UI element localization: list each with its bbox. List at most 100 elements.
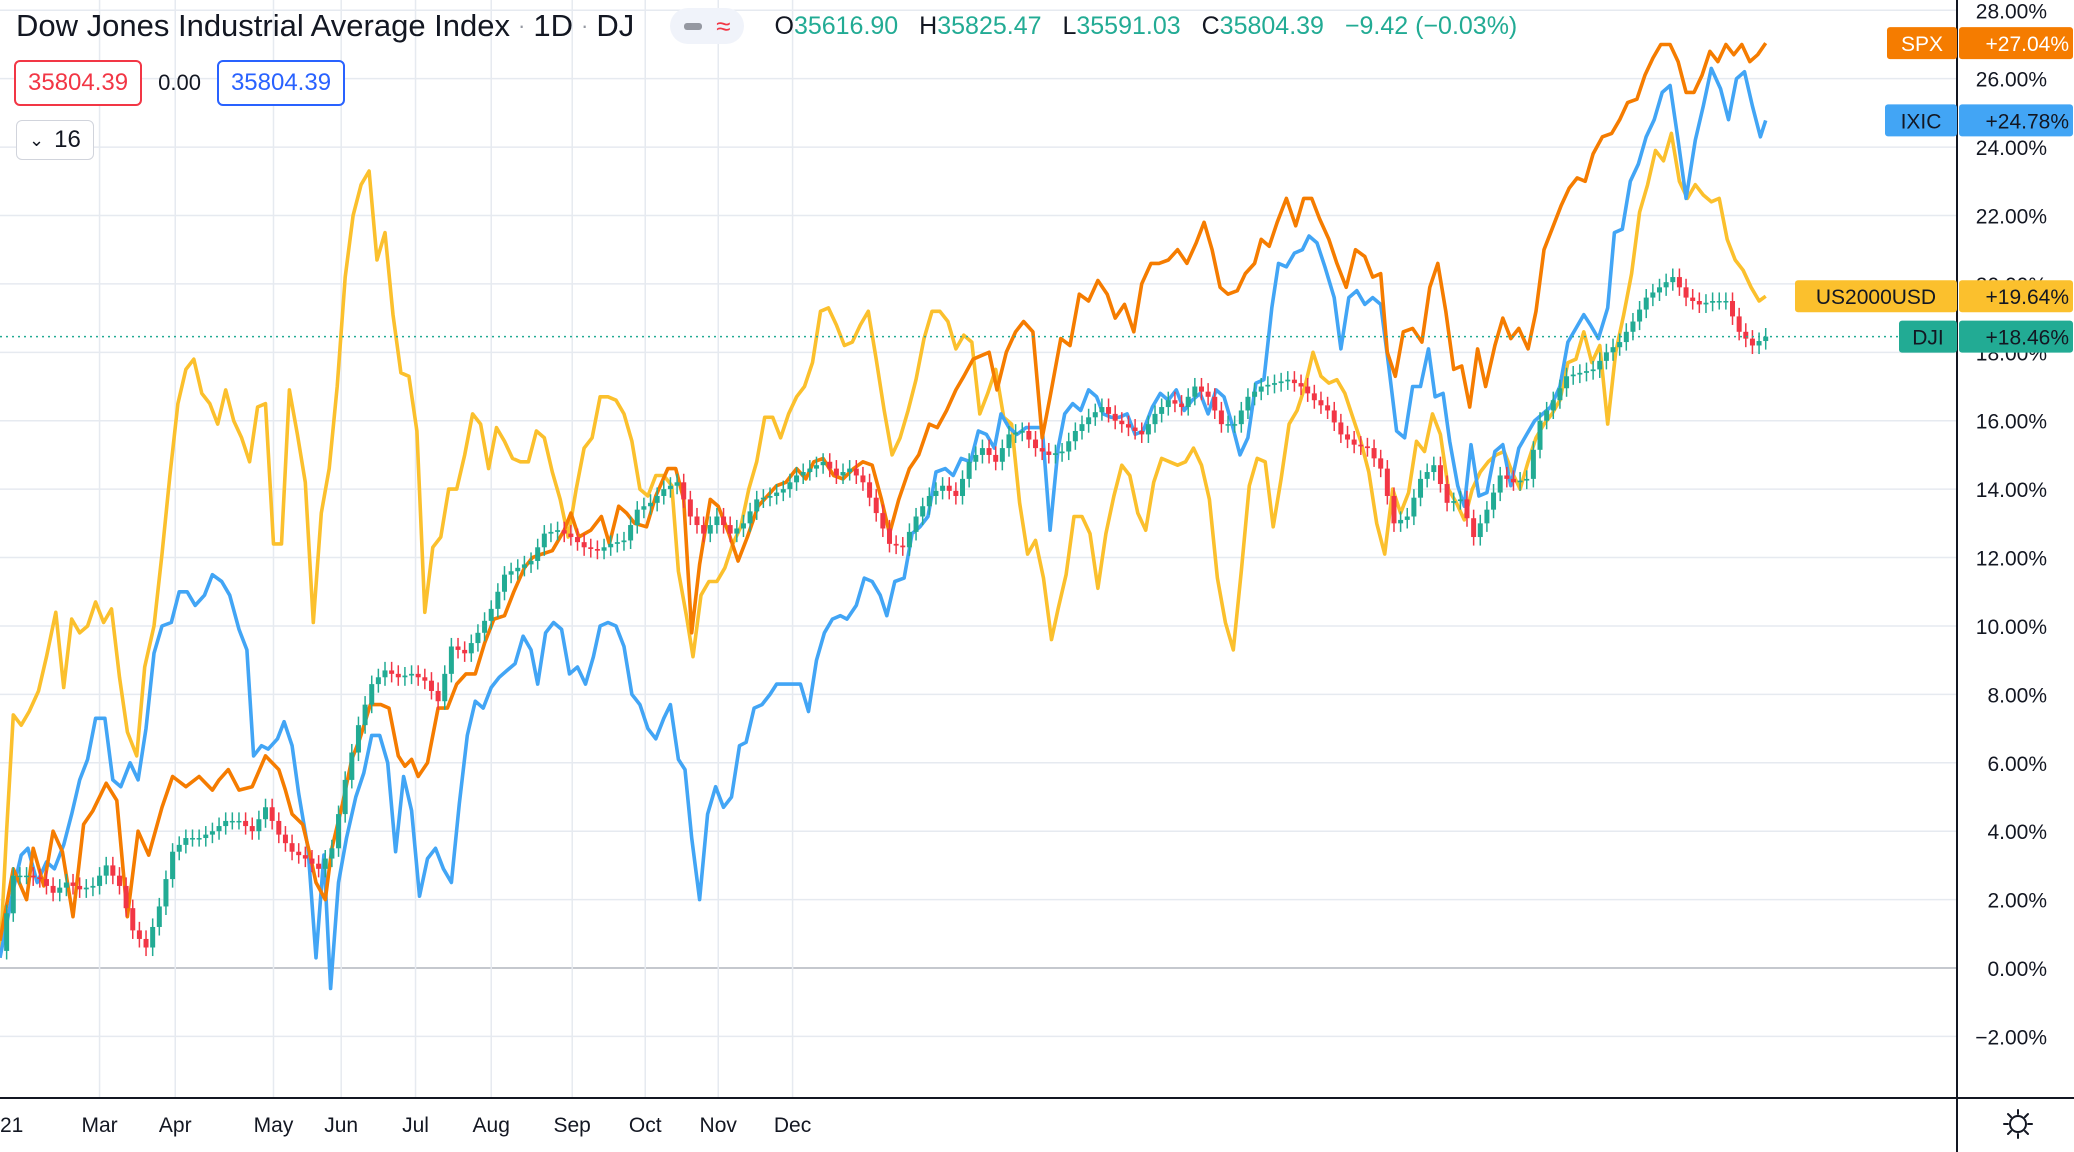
candle-body xyxy=(1079,424,1085,431)
candle-body xyxy=(1198,386,1204,392)
candle-body xyxy=(575,537,581,543)
series-name-tag xyxy=(1899,320,1957,353)
buy-price-box[interactable]: 35804.39 xyxy=(216,60,346,106)
candle-body xyxy=(302,855,308,859)
candle-body xyxy=(800,472,806,476)
candle-body xyxy=(1046,451,1052,455)
candle-body xyxy=(568,533,574,538)
candle-body xyxy=(1185,396,1191,408)
ohlc-values: O35616.90 H35825.47 L35591.03 C35804.39 … xyxy=(774,12,1531,41)
candle-body xyxy=(813,465,819,469)
spread-value: 0.00 xyxy=(158,70,201,95)
series-value-text: +24.78% xyxy=(1986,110,2070,133)
candle-body xyxy=(1145,424,1151,435)
series-price-label-spx[interactable]: SPX +27.04% xyxy=(1887,27,2073,60)
series-value-tag xyxy=(1959,280,2073,313)
x-tick-label: Sep xyxy=(554,1114,591,1137)
candle-body xyxy=(740,523,746,529)
candle-body xyxy=(475,632,481,644)
series-price-label-us2000usd[interactable]: US2000USD +19.64% xyxy=(1795,280,2073,313)
series-price-label-ixic[interactable]: IXIC +24.78% xyxy=(1885,104,2073,137)
separator: · xyxy=(518,13,526,38)
candle-body xyxy=(17,875,23,878)
series-value-tag xyxy=(1959,27,2073,60)
candle-body xyxy=(946,485,952,491)
x-tick-label: Oct xyxy=(629,1114,662,1137)
candle-body xyxy=(1524,478,1530,481)
candle-body xyxy=(1298,383,1304,387)
candle-body xyxy=(548,531,554,534)
candle-body xyxy=(170,851,176,880)
separator: · xyxy=(580,13,589,38)
candle-body xyxy=(1723,301,1729,303)
candle-body xyxy=(1530,449,1536,479)
series-style-pill[interactable]: ≈ xyxy=(670,8,745,44)
candle-body xyxy=(415,673,421,678)
candle-body xyxy=(780,489,786,493)
x-tick-label: May xyxy=(254,1114,294,1137)
candle-body xyxy=(674,482,680,486)
candle-body xyxy=(1072,430,1078,442)
candle-body xyxy=(1464,499,1470,519)
series-price-label-dji[interactable]: DJI +18.46% xyxy=(1899,320,2073,353)
candle-body xyxy=(1311,393,1317,401)
candle-body xyxy=(880,513,886,529)
candle-body xyxy=(1749,338,1755,346)
candle-body xyxy=(382,670,388,678)
candle-body xyxy=(1205,391,1211,397)
settings-gear-icon[interactable] xyxy=(2002,1108,2034,1140)
candle-body xyxy=(1617,342,1623,348)
candle-body xyxy=(116,875,122,886)
candle-body xyxy=(223,820,229,827)
candle-body xyxy=(794,475,800,483)
candle-body xyxy=(1763,336,1769,342)
candle-body xyxy=(316,863,322,869)
x-tick-label: Jun xyxy=(324,1114,358,1137)
interval-label[interactable]: 1D xyxy=(533,8,573,43)
candle-body xyxy=(1265,384,1271,387)
candle-body xyxy=(1517,480,1523,483)
candle-body xyxy=(1086,417,1092,425)
candle-body xyxy=(1444,484,1450,503)
close-label: C xyxy=(1201,11,1220,40)
candle-body xyxy=(1271,383,1277,385)
symbol-title[interactable]: Dow Jones Industrial Average Index xyxy=(16,8,511,43)
y-tick-label: 28.00% xyxy=(1976,0,2047,23)
candle-body xyxy=(1484,509,1490,524)
x-start-label: 21 xyxy=(0,1114,23,1137)
candle-body xyxy=(1278,381,1284,384)
candle-body xyxy=(1059,451,1065,454)
candle-body xyxy=(714,516,720,526)
candle-body xyxy=(1564,376,1570,389)
candle-body xyxy=(1391,495,1397,524)
candle-body xyxy=(1325,405,1331,411)
y-tick-label: 12.00% xyxy=(1976,548,2047,571)
candle-body xyxy=(1345,434,1351,440)
indicators-toggle[interactable]: ⌄ 16 xyxy=(16,120,94,160)
candle-body xyxy=(1285,379,1291,382)
candle-body xyxy=(535,547,541,561)
candle-body xyxy=(827,461,833,469)
symbol-legend: Dow Jones Industrial Average Index · 1D … xyxy=(16,6,1531,46)
candle-body xyxy=(654,495,660,503)
candle-body xyxy=(953,490,959,496)
candle-body xyxy=(1119,420,1125,425)
candle-body xyxy=(1404,516,1410,520)
candle-body xyxy=(900,545,906,548)
open-label: O xyxy=(774,11,794,40)
candle-body xyxy=(1026,430,1032,440)
candle-body xyxy=(1232,424,1238,426)
candle-body xyxy=(561,530,567,534)
candle-body xyxy=(90,885,96,888)
candle-body xyxy=(43,879,49,886)
candle-body xyxy=(77,885,83,890)
candle-body xyxy=(1597,360,1603,370)
candle-body xyxy=(1424,472,1430,479)
candle-body xyxy=(1477,523,1483,538)
candle-body xyxy=(1152,413,1158,425)
line-icon xyxy=(684,22,703,30)
sell-price-box[interactable]: 35804.39 xyxy=(14,60,143,106)
candle-body xyxy=(355,725,361,753)
candle-body xyxy=(920,506,926,517)
